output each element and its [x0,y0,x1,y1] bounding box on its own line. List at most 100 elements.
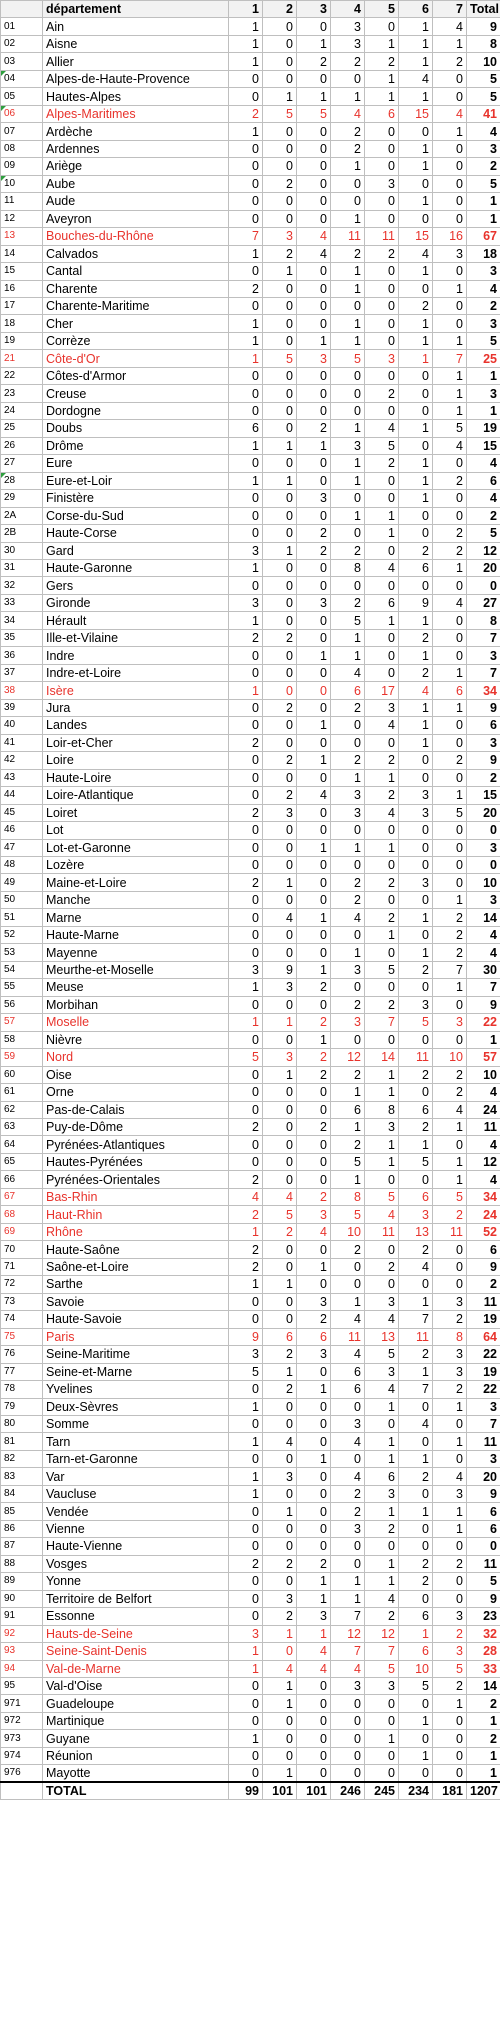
row-value-cell-2[interactable]: 1 [262,1764,297,1783]
row-code-cell[interactable]: 63 [0,1117,43,1137]
row-value-cell-4[interactable]: 12 [330,1624,365,1644]
row-code-cell[interactable]: 55 [0,978,43,997]
row-value-cell-1[interactable]: 0 [228,157,263,176]
row-name-cell[interactable]: Drôme [42,436,229,456]
row-value-cell-6[interactable]: 0 [398,821,433,840]
row-total-cell[interactable]: 0 [466,576,500,595]
row-code-cell[interactable]: 59 [0,1048,43,1067]
row-name-cell[interactable]: Finistère [42,489,229,508]
row-code-cell[interactable]: 46 [0,821,43,840]
row-value-cell-5[interactable]: 7 [364,1642,399,1661]
row-value-cell-5[interactable]: 2 [364,995,399,1015]
row-code-cell[interactable]: 83 [0,1467,43,1486]
row-value-cell-2[interactable]: 2 [262,174,297,194]
row-total-cell[interactable]: 2 [466,506,500,526]
row-value-cell-4[interactable]: 11 [330,227,365,246]
row-name-cell[interactable]: Essonne [42,1607,229,1626]
row-value-cell-1[interactable]: 2 [228,1554,263,1574]
row-name-cell[interactable]: Meuse [42,978,229,997]
row-value-cell-2[interactable]: 0 [262,1414,297,1434]
row-value-cell-4[interactable]: 0 [330,855,365,875]
row-value-cell-4[interactable]: 1 [330,768,365,788]
row-total-cell[interactable]: 64 [466,1327,500,1347]
row-value-cell-6[interactable]: 1 [398,419,433,438]
row-value-cell-6[interactable]: 6 [398,1607,433,1626]
row-value-cell-4[interactable]: 2 [330,1502,365,1521]
row-value-cell-7[interactable]: 0 [432,1030,467,1050]
row-value-cell-1[interactable]: 0 [228,821,263,840]
row-value-cell-1[interactable]: 1 [228,331,263,351]
row-name-cell[interactable]: Saône-et-Loire [42,1257,229,1277]
row-code-cell[interactable]: 88 [0,1554,43,1574]
row-code-cell[interactable]: 92 [0,1624,43,1644]
row-value-cell-2[interactable]: 0 [262,1746,297,1766]
row-value-cell-2[interactable]: 0 [262,768,297,788]
row-value-cell-7[interactable]: 0 [432,489,467,508]
row-total-cell[interactable]: 3 [466,314,500,333]
row-value-cell-7[interactable]: 1 [432,366,467,386]
row-value-cell-7[interactable]: 1 [432,1117,467,1137]
row-value-cell-5[interactable]: 3 [364,349,399,368]
row-name-cell[interactable]: Ardèche [42,122,229,141]
row-name-cell[interactable]: Creuse [42,384,229,403]
row-value-cell-7[interactable]: 3 [432,1362,467,1382]
row-value-cell-4[interactable]: 3 [330,1676,365,1696]
row-name-cell[interactable]: Pyrénées-Orientales [42,1170,229,1189]
row-value-cell-5[interactable]: 0 [364,576,399,595]
row-total-cell[interactable]: 9 [466,698,500,718]
row-value-cell-7[interactable]: 2 [432,925,467,945]
row-code-cell[interactable]: 05 [0,87,43,106]
row-value-cell-6[interactable]: 3 [398,873,433,892]
row-value-cell-6[interactable]: 2 [398,1572,433,1591]
row-value-cell-6[interactable]: 1 [398,262,433,281]
header-total[interactable]: Total [466,0,500,19]
row-value-cell-7[interactable]: 1 [432,331,467,351]
row-name-cell[interactable]: Loire-Atlantique [42,786,229,805]
row-value-cell-6[interactable]: 4 [398,244,433,264]
row-value-cell-5[interactable]: 1 [364,925,399,945]
row-name-cell[interactable]: Vienne [42,1519,229,1539]
row-name-cell[interactable]: Haute-Corse [42,524,229,543]
row-value-cell-1[interactable]: 0 [228,1607,263,1626]
row-total-cell[interactable]: 3 [466,384,500,403]
row-value-cell-3[interactable]: 3 [296,1205,331,1224]
row-value-cell-1[interactable]: 0 [228,855,263,875]
row-value-cell-2[interactable]: 0 [262,419,297,438]
row-value-cell-2[interactable]: 2 [262,786,297,805]
row-value-cell-5[interactable]: 0 [364,978,399,997]
row-value-cell-4[interactable]: 2 [330,698,365,718]
row-name-cell[interactable]: Ain [42,17,229,36]
row-value-cell-7[interactable]: 1 [432,122,467,141]
row-value-cell-1[interactable]: 1 [228,122,263,141]
row-value-cell-7[interactable]: 0 [432,646,467,665]
row-value-cell-3[interactable]: 0 [296,122,331,141]
row-value-cell-5[interactable]: 0 [364,157,399,176]
row-value-cell-5[interactable]: 2 [364,384,399,403]
row-name-cell[interactable]: Jura [42,698,229,718]
row-value-cell-1[interactable]: 1 [228,314,263,333]
row-value-cell-4[interactable]: 0 [330,524,365,543]
total-col-5[interactable]: 245 [364,1781,399,1801]
row-code-cell[interactable]: 49 [0,873,43,892]
row-value-cell-7[interactable]: 0 [432,1135,467,1154]
row-total-cell[interactable]: 34 [466,1187,500,1207]
row-total-cell[interactable]: 4 [466,279,500,298]
row-value-cell-2[interactable]: 0 [262,733,297,753]
row-total-cell[interactable]: 20 [466,803,500,823]
row-value-cell-7[interactable]: 3 [432,1607,467,1626]
row-value-cell-7[interactable]: 1 [432,698,467,718]
row-name-cell[interactable]: Haute-Loire [42,768,229,788]
row-value-cell-1[interactable]: 1 [228,1484,263,1504]
row-value-cell-7[interactable]: 0 [432,87,467,106]
row-value-cell-2[interactable]: 2 [262,1554,297,1574]
row-value-cell-1[interactable]: 0 [228,663,263,683]
row-total-cell[interactable]: 3 [466,139,500,159]
row-code-cell[interactable]: 09 [0,157,43,176]
row-total-cell[interactable]: 19 [466,1310,500,1329]
row-value-cell-2[interactable]: 0 [262,489,297,508]
row-value-cell-4[interactable]: 6 [330,1362,365,1382]
row-value-cell-1[interactable]: 4 [228,1187,263,1207]
row-value-cell-2[interactable]: 1 [262,87,297,106]
row-value-cell-4[interactable]: 1 [330,646,365,665]
row-code-cell[interactable]: 26 [0,436,43,456]
